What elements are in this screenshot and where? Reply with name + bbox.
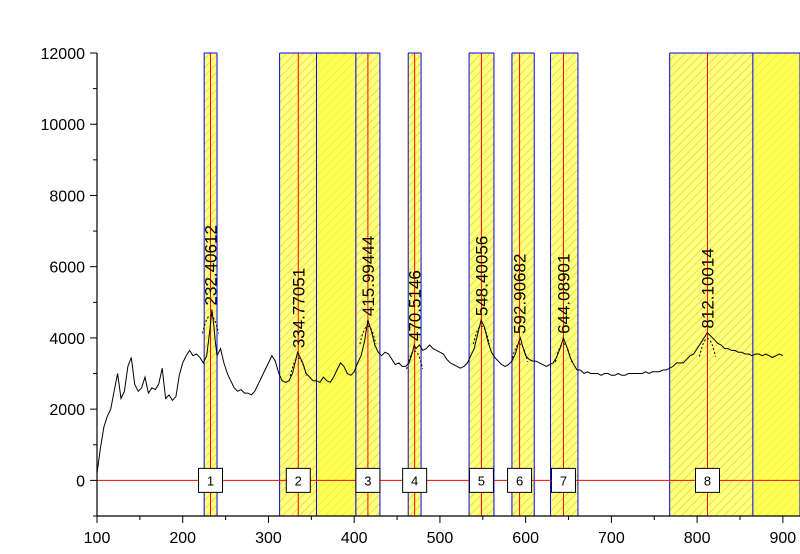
region-box-label-7: 7 [560,473,567,488]
peak-label-1: 232.40612 [202,225,221,305]
region-6 [511,53,535,516]
x-tick-label: 200 [169,530,196,547]
y-tick-label: 10000 [41,117,86,134]
y-tick-label: 8000 [49,188,85,205]
peak-label-7: 644.08901 [554,254,573,334]
y-tick-label: 4000 [49,331,85,348]
x-tick-label: 300 [255,530,282,547]
region-8-inner [752,53,800,516]
regions-layer [97,52,800,516]
region-box-label-4: 4 [411,473,418,488]
x-tick-label: 600 [512,530,539,547]
region-box-6 [507,467,533,493]
x-tick-label: 400 [341,530,368,547]
region-7 [550,53,578,516]
x-tick-label: 500 [427,530,454,547]
y-tick-label: 2000 [49,402,85,419]
spectrum-line [96,309,784,474]
y-tick-label: 0 [76,473,85,490]
region-box-4 [402,467,428,493]
fit-curve-1 [202,314,220,334]
region-2-inner [316,53,356,516]
region-box-label-2: 2 [295,473,302,488]
fit-curve-4 [406,350,424,370]
region-box-2 [285,467,311,493]
region-box-label-5: 5 [478,473,485,488]
x-tick-label: 700 [598,530,625,547]
axes-layer: 0 2000 4000 6000 8000 10000 12000 100 200 300 400 5… [41,46,800,547]
peak-label-3: 415.99444 [359,236,378,316]
peak-label-5: 548.40056 [472,236,491,316]
region-box-label-6: 6 [516,473,523,488]
fit-curve-7 [554,343,572,363]
peak-label-4: 470.5146 [406,270,425,341]
region-box-label-1: 1 [207,473,214,488]
x-tick-label: 800 [684,530,711,547]
region-box-7 [550,467,576,493]
y-tick-label: 6000 [49,260,85,277]
region-box-label-8: 8 [704,473,711,488]
fit-curve-5 [472,325,490,345]
x-tick-label: 100 [84,530,111,547]
region-box-5 [468,467,494,493]
region-box-8 [694,467,720,493]
peak-label-6: 592.90682 [511,254,530,334]
peak-label-8: 812.10014 [698,248,717,328]
peak-label-2: 334.77051 [289,268,308,348]
curve-layer [96,309,784,474]
fit-curve-3 [359,325,377,345]
fit-curve-8 [699,338,716,357]
region-box-3 [355,467,381,493]
fit-curve-6 [511,343,529,363]
y-tick-label: 12000 [41,46,86,63]
fit-curve-2 [289,357,307,377]
x-tick-label: 900 [770,530,797,547]
annotations-layer: 232.40612 1 334.77051 2 415.99444 3 470.5146 4 5… [198,225,720,493]
region-box-label-3: 3 [364,473,371,488]
region-box-1 [198,467,224,493]
